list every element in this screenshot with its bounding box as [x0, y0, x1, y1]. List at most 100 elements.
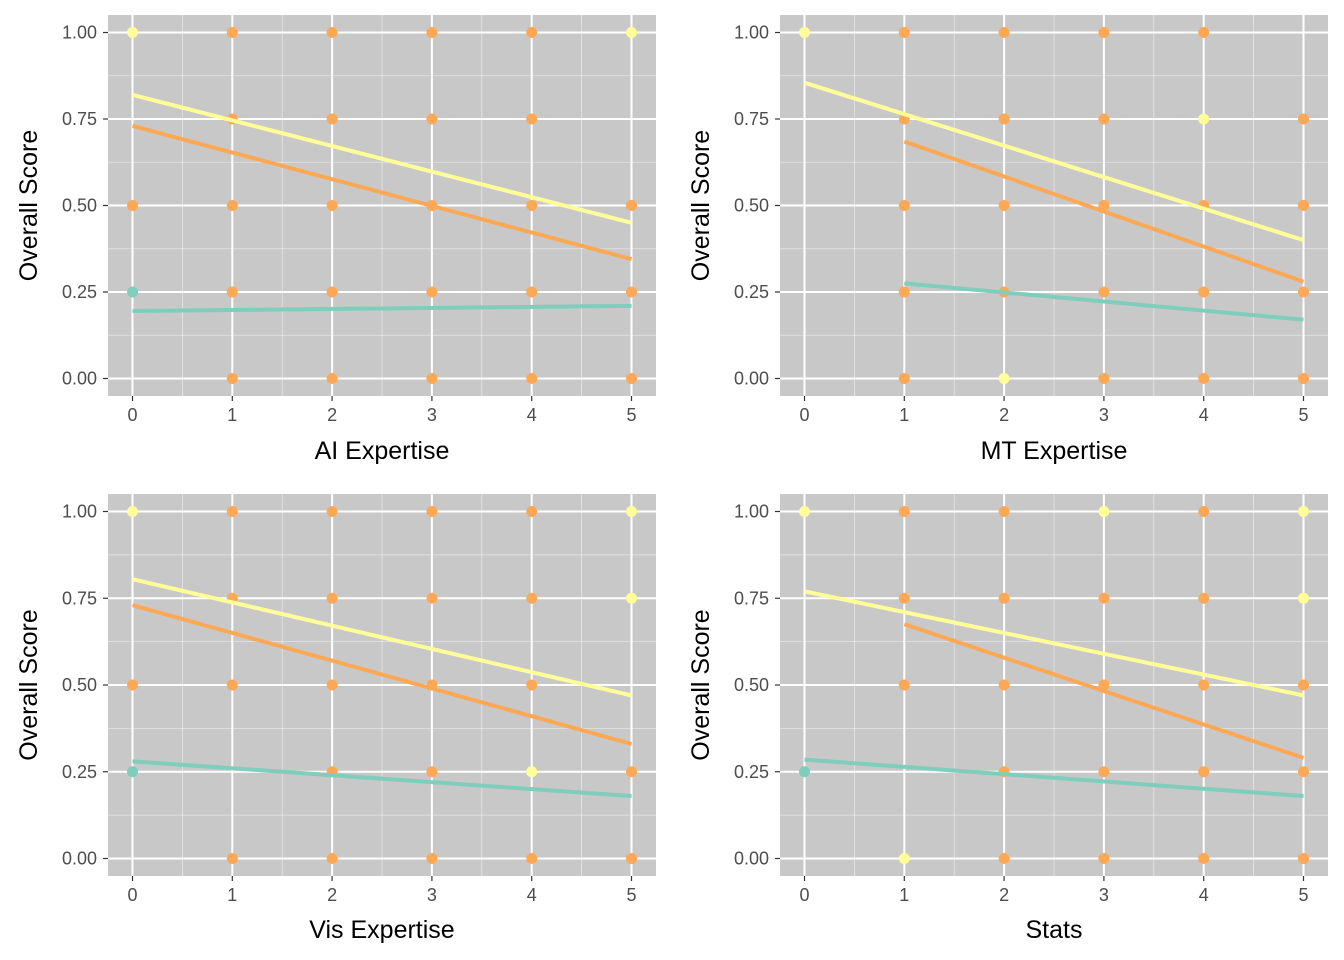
data-point-orange	[526, 286, 538, 298]
x-tick-label: 0	[127, 405, 137, 425]
y-tick-label: 1.00	[734, 502, 769, 522]
x-tick-label: 5	[1298, 885, 1308, 905]
x-tick-label: 2	[327, 885, 337, 905]
data-point-orange	[998, 592, 1010, 604]
data-point-orange	[1198, 27, 1210, 38]
x-tick-label: 4	[527, 885, 537, 905]
y-tick-label: 0.50	[734, 196, 769, 216]
y-tick-label: 0.75	[62, 109, 97, 129]
y-tick-label: 0.25	[734, 282, 769, 302]
data-point-orange	[226, 200, 238, 211]
y-axis-title: Overall Score	[687, 609, 715, 760]
x-axis-title: Stats	[1026, 916, 1083, 944]
data-point-orange	[898, 286, 910, 298]
data-point-orange	[626, 373, 637, 384]
x-tick-label: 3	[1099, 885, 1109, 905]
data-point-orange	[626, 853, 637, 864]
data-point-orange	[1298, 766, 1309, 778]
y-tick-label: 0.00	[734, 369, 769, 389]
data-point-orange	[1298, 853, 1309, 864]
data-point-orange	[1198, 506, 1210, 517]
data-point-orange	[1098, 27, 1110, 38]
trend-line-orange	[131, 123, 633, 262]
y-tick-label: 1.00	[62, 502, 97, 522]
data-point-orange	[426, 27, 438, 38]
y-tick-label: 0.50	[734, 675, 769, 695]
y-tick-label: 0.25	[62, 762, 97, 782]
data-point-yellow	[626, 27, 637, 38]
y-tick-label: 0.00	[62, 849, 97, 869]
data-point-orange	[898, 506, 910, 517]
data-point-orange	[1098, 679, 1110, 691]
x-tick-label: 1	[899, 885, 909, 905]
data-point-teal	[127, 766, 138, 778]
data-point-orange	[326, 286, 338, 298]
data-point-orange	[426, 286, 438, 298]
y-tick-label: 0.25	[62, 282, 97, 302]
data-point-orange	[998, 113, 1010, 125]
panel-1: 0 1 2 3 4 5 0.00 0.25 0.50 0.75 1.00 AI Expertise Ov…	[15, 15, 656, 465]
y-tick-label: 0.75	[734, 109, 769, 129]
data-point-yellow	[526, 766, 538, 778]
y-tick-label: 0.25	[734, 762, 769, 782]
data-point-orange	[326, 373, 338, 384]
x-tick-label: 3	[427, 885, 437, 905]
data-point-orange	[526, 679, 538, 691]
data-point-orange	[426, 592, 438, 604]
data-point-orange	[998, 200, 1010, 211]
data-point-teal	[127, 286, 138, 298]
x-axis-title: AI Expertise	[315, 437, 450, 465]
data-point-yellow	[1098, 506, 1110, 517]
x-tick-label: 1	[899, 405, 909, 425]
x-tick-label: 2	[999, 885, 1009, 905]
data-point-orange	[226, 853, 238, 864]
data-point-orange	[426, 373, 438, 384]
panel-4: 0 1 2 3 4 5 0.00 0.25 0.50 0.75 1.00 Stats Overall S…	[687, 494, 1328, 944]
trend-line-orange	[131, 603, 633, 746]
data-point-orange	[1198, 679, 1210, 691]
x-tick-label: 0	[799, 885, 809, 905]
trend-line-yellow	[132, 92, 632, 225]
x-axis-title: Vis Expertise	[309, 916, 454, 944]
data-point-orange	[998, 506, 1010, 517]
trend-line-teal	[804, 757, 1304, 799]
data-point-orange	[1098, 113, 1110, 125]
data-point-orange	[326, 113, 338, 125]
data-point-orange	[326, 853, 338, 864]
x-tick-label: 0	[799, 405, 809, 425]
trend-line-orange	[903, 139, 1305, 284]
data-point-orange	[1098, 286, 1110, 298]
y-tick-label: 0.75	[734, 588, 769, 608]
data-point-orange	[526, 592, 538, 604]
data-point-orange	[898, 679, 910, 691]
data-point-orange	[898, 27, 910, 38]
data-point-orange	[1098, 592, 1110, 604]
data-point-yellow	[1298, 592, 1309, 604]
data-point-orange	[226, 373, 238, 384]
data-point-yellow	[998, 373, 1010, 384]
data-point-orange	[426, 506, 438, 517]
x-tick-label: 3	[1099, 405, 1109, 425]
data-point-orange	[326, 27, 338, 38]
data-point-orange	[1298, 200, 1309, 211]
data-point-orange	[1298, 286, 1309, 298]
data-point-yellow	[799, 27, 810, 38]
panel-2: 0 1 2 3 4 5 0.00 0.25 0.50 0.75 1.00 MT Expertise Ov…	[687, 15, 1328, 465]
y-tick-label: 0.50	[62, 196, 97, 216]
data-point-orange	[626, 766, 637, 778]
data-point-orange	[1198, 592, 1210, 604]
data-point-orange	[326, 200, 338, 211]
x-axis-title: MT Expertise	[981, 437, 1128, 465]
trend-line-yellow	[803, 80, 1305, 243]
data-point-orange	[998, 853, 1010, 864]
data-point-orange	[1298, 113, 1309, 125]
data-point-orange	[1098, 200, 1110, 211]
trend-line-orange	[903, 622, 1305, 760]
data-point-orange	[526, 200, 538, 211]
x-tick-label: 4	[1199, 885, 1209, 905]
data-point-orange	[898, 373, 910, 384]
data-point-orange	[1198, 286, 1210, 298]
data-point-orange	[127, 679, 138, 691]
trend-line-teal	[132, 303, 632, 314]
